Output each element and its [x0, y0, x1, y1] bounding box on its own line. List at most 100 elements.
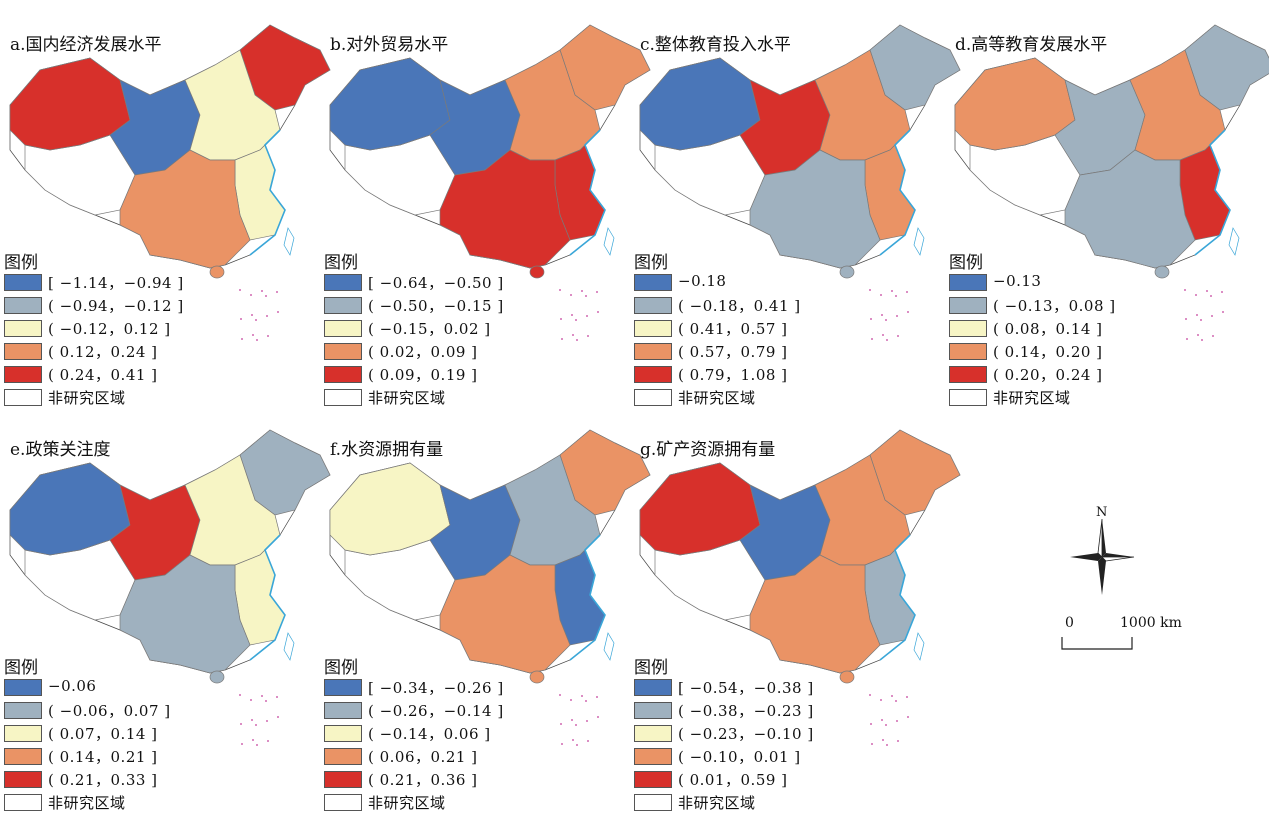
island-dot	[882, 334, 884, 336]
legend-label: 非研究区域	[368, 389, 446, 407]
legend-swatch	[634, 702, 672, 719]
legend-title: 图例	[634, 658, 668, 678]
island-dot	[882, 739, 884, 741]
legend-swatch	[949, 366, 987, 383]
island-dot	[1185, 318, 1187, 320]
island-dot	[572, 739, 574, 741]
island-dot	[252, 334, 254, 336]
legend-label: [ −1.14，−0.94 ]	[48, 274, 184, 292]
island-dot	[897, 740, 899, 742]
region-south	[119, 554, 251, 674]
map-panel-e: e.政策关注度 图例 −0.06 ( −0.06，0.07 ] ( 0.07，0.14 …	[0, 415, 331, 825]
island-dot	[880, 699, 882, 701]
legend-title: 图例	[4, 253, 38, 273]
island-dot	[561, 743, 563, 745]
legend-label: ( 0.14，0.20 ]	[993, 343, 1103, 361]
island-dot	[261, 695, 263, 697]
region-taiwan	[283, 632, 295, 661]
legend-swatch	[4, 320, 42, 337]
island-dot	[265, 700, 267, 702]
island-dot	[869, 289, 871, 291]
legend-label: ( −0.12，0.12 ]	[48, 320, 171, 338]
coastline	[879, 129, 916, 256]
legend-swatch	[4, 771, 42, 788]
legend-label: ( −0.23，−0.10 ]	[678, 725, 814, 743]
island-dot	[907, 311, 909, 313]
legend-swatch	[634, 794, 672, 811]
island-dot	[597, 716, 599, 718]
choropleth-map	[9, 24, 331, 341]
legend-title: 图例	[324, 658, 358, 678]
choropleth-map	[329, 429, 651, 746]
legend-swatch	[324, 748, 362, 765]
legend-swatch	[949, 274, 987, 291]
region-south	[439, 554, 571, 674]
island-dot	[241, 338, 243, 340]
island-dot	[891, 695, 893, 697]
legend-label: ( 0.41，0.57 ]	[678, 320, 788, 338]
island-dot	[266, 720, 268, 722]
region-south	[749, 149, 881, 269]
island-dot	[907, 716, 909, 718]
region-hainan	[1154, 265, 1170, 279]
island-dot	[561, 338, 563, 340]
legend-label: −0.13	[993, 272, 1042, 290]
legend-label: ( 0.79，1.08 ]	[678, 366, 788, 384]
island-dot	[1184, 289, 1186, 291]
choropleth-map	[329, 24, 651, 341]
region-hainan	[839, 265, 855, 279]
island-dot	[871, 743, 873, 745]
island-dot	[240, 318, 242, 320]
map-panel-a: a.国内经济发展水平 图例 [ −1.14，−0.94 ] ( −0.94，−0.12…	[0, 10, 331, 420]
legend-label: ( −0.10，0.01 ]	[678, 748, 801, 766]
island-dot	[277, 716, 279, 718]
island-dot	[597, 311, 599, 313]
region-hainan	[529, 670, 545, 684]
legend-swatch	[4, 274, 42, 291]
island-dot	[240, 723, 242, 725]
island-dot	[265, 295, 267, 297]
compass-rose-icon	[1070, 518, 1135, 595]
island-dot	[251, 314, 253, 316]
map-panel-g: g.矿产资源拥有量 图例 [ −0.54，−0.38 ] ( −0.38，−0.23 …	[630, 415, 961, 825]
legend-swatch	[4, 343, 42, 360]
legend-label: −0.18	[678, 272, 727, 290]
legend-title: 图例	[4, 658, 38, 678]
island-dot	[1196, 314, 1198, 316]
legend-swatch	[324, 343, 362, 360]
island-dot	[586, 720, 588, 722]
scale-start-label: 0	[1065, 615, 1074, 631]
legend-swatch	[949, 320, 987, 337]
region-taiwan	[1228, 227, 1240, 256]
legend-label: ( 0.07，0.14 ]	[48, 725, 158, 743]
island-dot	[585, 700, 587, 702]
region-south	[749, 554, 881, 674]
island-dot	[896, 315, 898, 317]
island-dot	[571, 314, 573, 316]
island-dot	[576, 744, 578, 746]
legend-label: ( 0.21，0.33 ]	[48, 771, 158, 789]
island-dot	[1211, 315, 1213, 317]
legend-swatch	[324, 702, 362, 719]
island-dot	[252, 739, 254, 741]
island-dot	[267, 740, 269, 742]
scale-bar: 0 1000 km	[1060, 615, 1220, 660]
legend-swatch	[634, 679, 672, 696]
island-dot	[881, 314, 883, 316]
region-hainan	[209, 265, 225, 279]
island-dot	[560, 723, 562, 725]
scale-end-label: 1000 km	[1120, 615, 1182, 631]
island-dot	[277, 311, 279, 313]
legend-swatch	[949, 389, 987, 406]
legend-label: ( 0.57，0.79 ]	[678, 343, 788, 361]
island-dot	[1197, 334, 1199, 336]
legend-swatch	[634, 366, 672, 383]
panel-title: b.对外贸易水平	[330, 35, 449, 55]
panel-title: d.高等教育发展水平	[955, 35, 1108, 55]
legend-label: [ −0.64，−0.50 ]	[368, 274, 504, 292]
legend-swatch	[4, 748, 42, 765]
legend-label: ( −0.94，−0.12 ]	[48, 297, 184, 315]
panel-title: g.矿产资源拥有量	[640, 440, 776, 460]
map-panel-c: c.整体教育投入水平 图例 −0.18 ( −0.18，0.41 ] ( 0.41，0.…	[630, 10, 961, 420]
legend-swatch	[4, 389, 42, 406]
